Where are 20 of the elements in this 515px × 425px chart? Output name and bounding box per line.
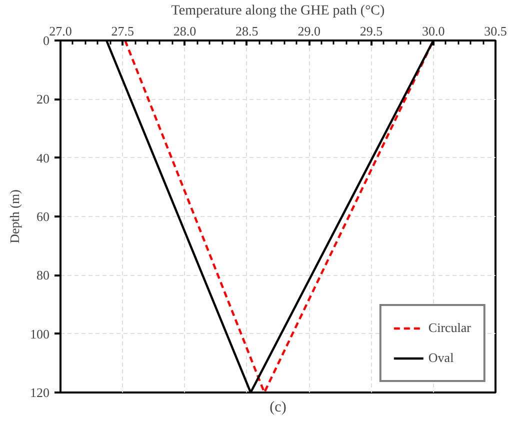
y-tick-label: 0	[43, 33, 50, 48]
y-tick-label: 100	[30, 326, 50, 342]
x-tick-label: 30.5	[484, 24, 507, 38]
y-axis-title: Depth (m)	[7, 190, 22, 244]
legend-label: Circular	[428, 320, 471, 336]
x-tick-label: 29.5	[360, 24, 383, 38]
text: (c)	[270, 400, 286, 416]
y-tick-label: 40	[36, 150, 50, 166]
y-tick-label: 120	[30, 385, 50, 400]
x-tick-label: 28.5	[236, 24, 258, 38]
x-tick-label: 29.0	[298, 24, 320, 38]
x-tick-label: 30.0	[422, 24, 445, 38]
x-axis-title: Temperature along the GHE path (°C)	[171, 4, 386, 18]
y-tick-label: 80	[36, 268, 50, 283]
y-tick-label: 20	[36, 92, 50, 107]
y-tick-label: 60	[36, 209, 50, 224]
x-tick-label: 27.0	[49, 24, 72, 38]
x-tick-label: 28.0	[173, 24, 196, 38]
legend-label: Oval	[428, 350, 454, 366]
x-tick-label: 27.5	[111, 24, 134, 38]
